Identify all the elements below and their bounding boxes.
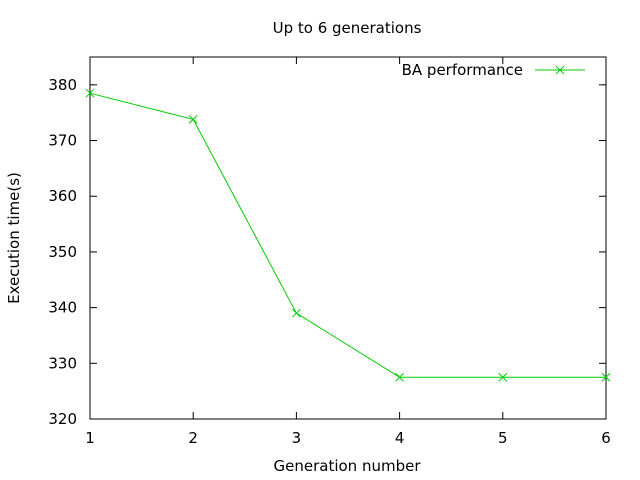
x-tick-label: 5 xyxy=(498,429,508,447)
plot-frame xyxy=(89,56,607,420)
y-tick-label: 380 xyxy=(48,76,77,94)
data-point-marker xyxy=(292,308,301,318)
y-tick-label: 320 xyxy=(48,410,77,428)
legend: BA performance xyxy=(402,61,585,79)
y-tick-label: 370 xyxy=(48,132,77,150)
x-tick-label: 1 xyxy=(85,429,95,447)
data-point-marker xyxy=(601,372,611,382)
chart-title: Up to 6 generations xyxy=(273,19,422,37)
data-point-marker xyxy=(498,372,508,382)
data-point-marker xyxy=(85,88,95,98)
y-tick-label: 350 xyxy=(48,243,77,261)
data-point-marker xyxy=(188,115,198,124)
series-layer xyxy=(85,88,611,382)
x-tick-label: 6 xyxy=(601,429,611,447)
x-axis-label: Generation number xyxy=(274,457,422,475)
data-point-marker xyxy=(395,372,404,382)
series-line xyxy=(89,92,606,378)
legend-marker-x xyxy=(555,65,565,75)
axis-layer: 1 2 3 4 5 6 320 330 340 350 360 370 380 xyxy=(48,57,611,447)
x-tick-label: 2 xyxy=(188,429,198,447)
x-tick-label: 3 xyxy=(292,429,302,447)
legend-label: BA performance xyxy=(402,61,523,79)
y-tick-label: 360 xyxy=(48,187,77,205)
legend-marker xyxy=(555,65,565,75)
y-axis-label: Execution time(s) xyxy=(5,172,23,304)
y-tick-label: 340 xyxy=(48,299,77,317)
y-tick-label: 330 xyxy=(48,354,77,372)
x-tick-label: 4 xyxy=(395,429,405,447)
